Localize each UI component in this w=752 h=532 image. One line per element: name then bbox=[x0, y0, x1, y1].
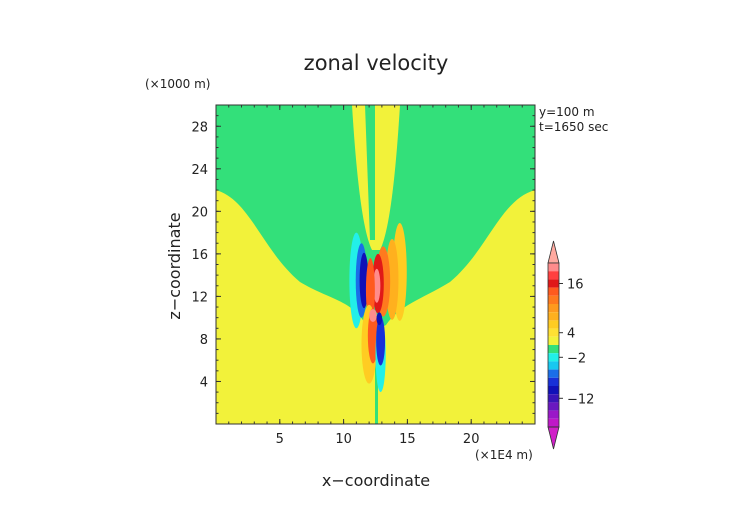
y-tick-label: 20 bbox=[191, 205, 208, 220]
chart-title: zonal velocity bbox=[304, 51, 449, 75]
positive-region bbox=[216, 190, 376, 424]
y-tick-label: 4 bbox=[200, 375, 208, 390]
colorbar-swatch bbox=[548, 271, 559, 280]
x-tick-label: 15 bbox=[399, 432, 416, 447]
colorbar-swatch bbox=[548, 377, 559, 386]
colorbar-swatch bbox=[548, 369, 559, 378]
x-axis-ticks: 5 10 15 20 bbox=[228, 105, 523, 447]
velocity-cell bbox=[376, 312, 383, 326]
y-tick-label: 16 bbox=[191, 248, 208, 263]
colorbar-swatch bbox=[548, 361, 559, 370]
x-tick-label: 10 bbox=[335, 432, 352, 447]
colorbar-swatch bbox=[548, 410, 559, 419]
y-tick-label: 24 bbox=[191, 163, 208, 178]
colorbar-swatch bbox=[548, 394, 559, 403]
velocity-cell bbox=[367, 308, 379, 364]
velocity-cell bbox=[376, 316, 386, 366]
y-axis-label: z−coordinate bbox=[165, 212, 184, 319]
colorbar-label: 4 bbox=[567, 327, 575, 342]
y-axis-unit: (×1000 m) bbox=[145, 77, 210, 91]
x-axis-unit: (×1E4 m) bbox=[475, 448, 533, 462]
colorbar-swatch bbox=[548, 263, 559, 272]
annotation-y-level: y=100 m bbox=[539, 105, 595, 119]
colorbar-swatch bbox=[548, 418, 559, 427]
colorbar-swatch bbox=[548, 312, 559, 321]
x-tick-label: 20 bbox=[463, 432, 480, 447]
colorbar-swatch bbox=[548, 320, 559, 329]
colorbar-swatch bbox=[548, 328, 559, 337]
colorbar-swatch bbox=[548, 279, 559, 288]
colorbar-label: −2 bbox=[567, 351, 586, 366]
velocity-field bbox=[216, 105, 535, 424]
velocity-cell bbox=[373, 268, 381, 303]
colorbar-swatch bbox=[548, 304, 559, 313]
colorbar: 16 4 −2 −12 bbox=[547, 240, 594, 450]
y-axis-ticks: 4 8 12 16 20 24 28 bbox=[191, 115, 535, 414]
colorbar-swatch bbox=[548, 386, 559, 395]
colorbar-swatch bbox=[548, 402, 559, 411]
positive-plume-upper bbox=[352, 105, 400, 250]
colorbar-swatch bbox=[548, 336, 559, 345]
x-axis-label: x−coordinate bbox=[322, 471, 430, 490]
negative-core-upper bbox=[365, 105, 375, 240]
colorbar-swatch bbox=[548, 287, 559, 296]
velocity-cells bbox=[349, 223, 407, 393]
colorbar-frame bbox=[547, 262, 560, 428]
x-tick-label: 5 bbox=[276, 432, 284, 447]
colorbar-label: −12 bbox=[567, 392, 594, 407]
y-tick-label: 8 bbox=[200, 333, 208, 348]
annotation-time: t=1650 sec bbox=[539, 120, 608, 134]
colorbar-upper-arrow bbox=[547, 240, 560, 264]
y-tick-label: 12 bbox=[191, 290, 208, 305]
velocity-cell bbox=[369, 309, 377, 322]
colorbar-swatch bbox=[548, 345, 559, 354]
colorbar-swatch bbox=[548, 353, 559, 362]
colorbar-swatch bbox=[548, 295, 559, 304]
y-tick-label: 28 bbox=[191, 120, 208, 135]
colorbar-label: 16 bbox=[567, 278, 584, 293]
positive-region-right bbox=[376, 190, 535, 424]
colorbar-lower-arrow bbox=[547, 426, 560, 450]
